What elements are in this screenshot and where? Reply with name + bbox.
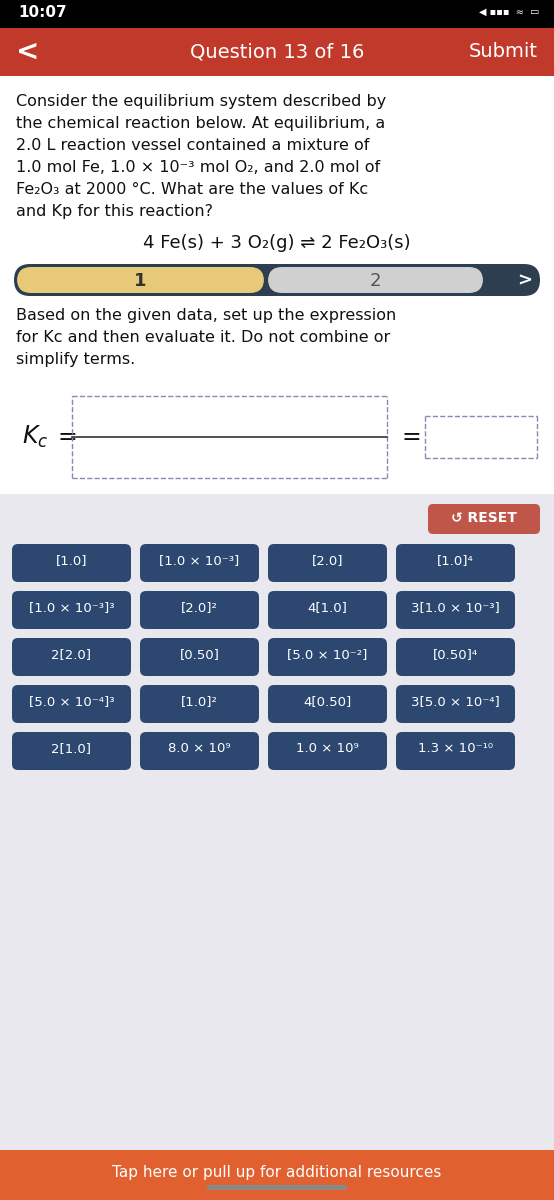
FancyBboxPatch shape (140, 590, 259, 629)
FancyBboxPatch shape (12, 732, 131, 770)
Text: Fe₂O₃ at 2000 °C. What are the values of Kc: Fe₂O₃ at 2000 °C. What are the values of… (16, 182, 368, 197)
Text: [1.0]: [1.0] (56, 554, 87, 566)
Text: Tap here or pull up for additional resources: Tap here or pull up for additional resou… (112, 1165, 442, 1180)
FancyBboxPatch shape (0, 76, 554, 1200)
Text: 1: 1 (134, 272, 147, 290)
Text: the chemical reaction below. At equilibrium, a: the chemical reaction below. At equilibr… (16, 116, 385, 131)
FancyBboxPatch shape (12, 685, 131, 722)
Text: [5.0 × 10⁻²]: [5.0 × 10⁻²] (288, 648, 368, 661)
FancyBboxPatch shape (14, 264, 540, 296)
Text: [1.0]²: [1.0]² (181, 695, 218, 708)
FancyBboxPatch shape (268, 266, 483, 293)
FancyBboxPatch shape (396, 638, 515, 676)
FancyBboxPatch shape (12, 590, 131, 629)
FancyBboxPatch shape (268, 732, 387, 770)
Text: for Kc and then evaluate it. Do not combine or: for Kc and then evaluate it. Do not comb… (16, 330, 390, 346)
Text: [1.0]⁴: [1.0]⁴ (437, 554, 474, 566)
Text: 2[1.0]: 2[1.0] (52, 742, 91, 755)
Text: 1.0 mol Fe, 1.0 × 10⁻³ mol O₂, and 2.0 mol of: 1.0 mol Fe, 1.0 × 10⁻³ mol O₂, and 2.0 m… (16, 160, 380, 175)
Text: [1.0 × 10⁻³]³: [1.0 × 10⁻³]³ (29, 601, 114, 614)
Text: ↺ RESET: ↺ RESET (451, 511, 517, 526)
FancyBboxPatch shape (0, 494, 554, 1150)
FancyBboxPatch shape (268, 544, 387, 582)
Text: =: = (401, 425, 420, 449)
Text: [1.0 × 10⁻³]: [1.0 × 10⁻³] (160, 554, 240, 566)
Text: 1.3 × 10⁻¹⁰: 1.3 × 10⁻¹⁰ (418, 742, 493, 755)
Text: 4 Fe(s) + 3 O₂(g) ⇌ 2 Fe₂O₃(s): 4 Fe(s) + 3 O₂(g) ⇌ 2 Fe₂O₃(s) (143, 234, 411, 252)
FancyBboxPatch shape (268, 685, 387, 722)
FancyBboxPatch shape (396, 590, 515, 629)
Text: 3[1.0 × 10⁻³]: 3[1.0 × 10⁻³] (411, 601, 500, 614)
Text: 2[2.0]: 2[2.0] (52, 648, 91, 661)
Text: =: = (58, 425, 78, 449)
FancyBboxPatch shape (207, 1186, 347, 1190)
FancyBboxPatch shape (0, 0, 554, 28)
FancyBboxPatch shape (140, 732, 259, 770)
Text: [0.50]⁴: [0.50]⁴ (433, 648, 478, 661)
FancyBboxPatch shape (140, 638, 259, 676)
Text: 10:07: 10:07 (18, 5, 66, 20)
Text: Question 13 of 16: Question 13 of 16 (190, 42, 364, 61)
FancyBboxPatch shape (396, 732, 515, 770)
FancyBboxPatch shape (268, 590, 387, 629)
Text: <: < (16, 38, 39, 66)
FancyBboxPatch shape (396, 544, 515, 582)
Text: >: > (517, 272, 532, 290)
Text: [5.0 × 10⁻⁴]³: [5.0 × 10⁻⁴]³ (29, 695, 114, 708)
Text: 4[0.50]: 4[0.50] (304, 695, 352, 708)
FancyBboxPatch shape (12, 544, 131, 582)
Text: Submit: Submit (469, 42, 538, 61)
Text: Consider the equilibrium system described by: Consider the equilibrium system describe… (16, 94, 386, 109)
Text: ◀ ▪▪▪  ≈  ▭: ◀ ▪▪▪ ≈ ▭ (479, 7, 539, 17)
Text: $K_c$: $K_c$ (22, 424, 48, 450)
FancyBboxPatch shape (396, 685, 515, 722)
FancyBboxPatch shape (17, 266, 264, 293)
FancyBboxPatch shape (12, 638, 131, 676)
Text: [0.50]: [0.50] (179, 648, 219, 661)
Text: 1.0 × 10⁹: 1.0 × 10⁹ (296, 742, 359, 755)
Text: 8.0 × 10⁹: 8.0 × 10⁹ (168, 742, 231, 755)
FancyBboxPatch shape (140, 685, 259, 722)
Text: 3[5.0 × 10⁻⁴]: 3[5.0 × 10⁻⁴] (411, 695, 500, 708)
Text: simplify terms.: simplify terms. (16, 352, 135, 367)
Text: 4[1.0]: 4[1.0] (307, 601, 347, 614)
Text: Based on the given data, set up the expression: Based on the given data, set up the expr… (16, 308, 396, 323)
FancyBboxPatch shape (0, 28, 554, 76)
FancyBboxPatch shape (0, 1150, 554, 1200)
Text: 2.0 L reaction vessel contained a mixture of: 2.0 L reaction vessel contained a mixtur… (16, 138, 370, 152)
FancyBboxPatch shape (140, 544, 259, 582)
FancyBboxPatch shape (268, 638, 387, 676)
Text: 2: 2 (370, 272, 381, 290)
Text: [2.0]: [2.0] (312, 554, 343, 566)
Text: and Kp for this reaction?: and Kp for this reaction? (16, 204, 213, 218)
Text: [2.0]²: [2.0]² (181, 601, 218, 614)
FancyBboxPatch shape (428, 504, 540, 534)
